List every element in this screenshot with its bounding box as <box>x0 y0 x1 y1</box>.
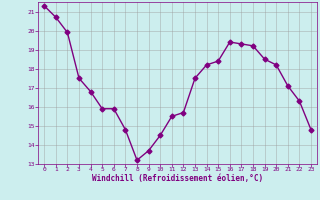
X-axis label: Windchill (Refroidissement éolien,°C): Windchill (Refroidissement éolien,°C) <box>92 174 263 183</box>
